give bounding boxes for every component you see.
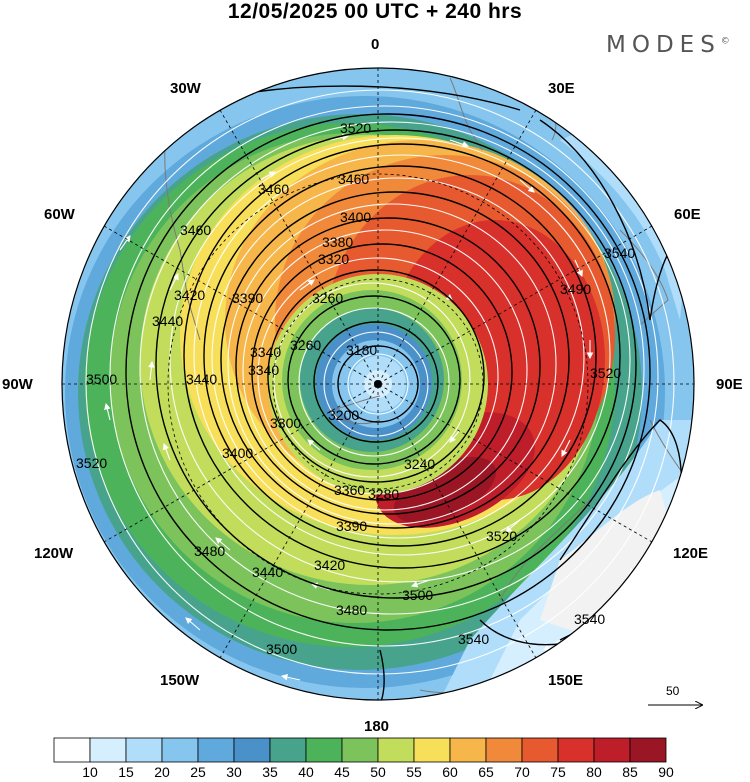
contour-label: 3460: [180, 222, 211, 238]
colorbar-tick-label: 80: [586, 764, 602, 780]
colorbar-tick-label: 70: [514, 764, 530, 780]
contour-label: 3520: [76, 455, 107, 471]
colorbar-tick-label: 85: [622, 764, 638, 780]
contour-label: 3500: [266, 641, 297, 657]
colorbar-swatch: [629, 737, 667, 763]
colorbar-tick-label: 75: [550, 764, 566, 780]
colorbar-swatch: [413, 737, 451, 763]
colorbar: [53, 737, 667, 763]
contour-label: 3240: [404, 456, 435, 472]
contour-label: 3420: [174, 287, 205, 303]
colorbar-tick-label: 35: [262, 764, 278, 780]
colorbar-swatch: [233, 737, 271, 763]
contour-label: 3440: [152, 313, 183, 329]
colorbar-swatch: [485, 737, 523, 763]
contour-label: 3480: [194, 543, 225, 559]
contour-label: 3480: [336, 602, 367, 618]
contour-label: 3280: [368, 486, 399, 502]
contour-label: 3260: [290, 337, 321, 353]
contour-label: 3390: [232, 290, 263, 306]
colorbar-swatch: [521, 737, 559, 763]
contour-label: 3400: [340, 209, 371, 225]
lon-label-180: 180: [364, 718, 390, 735]
contour-label: 3520: [340, 120, 371, 136]
contour-label: 3390: [336, 518, 367, 534]
map-border: [61, 67, 695, 701]
colorbar-tick-label: 20: [154, 764, 170, 780]
colorbar-tick-label: 50: [370, 764, 386, 780]
contour-label: 3440: [186, 371, 217, 387]
contour-label: 3340: [248, 362, 279, 378]
contour-label: 3440: [252, 564, 283, 580]
contour-label: 3520: [590, 365, 621, 381]
contour-label: 3460: [258, 181, 289, 197]
wind-arrows: [104, 133, 641, 681]
colorbar-tick-label: 90: [658, 764, 674, 780]
contour-label: 3320: [318, 251, 349, 267]
contour-label: 3360: [334, 482, 365, 498]
brand-text: MODES: [606, 32, 721, 58]
lon-label-60e: 60E: [674, 206, 701, 223]
pole-marker: [374, 380, 382, 388]
lon-label-90e: 90E: [716, 376, 743, 393]
scale-vector-label: 50: [666, 684, 680, 698]
colorbar-swatch: [161, 737, 199, 763]
contour-label: 3340: [250, 344, 281, 360]
colorbar-swatch: [269, 737, 307, 763]
colorbar-tick-label: 10: [82, 764, 98, 780]
lon-label-120w: 120W: [34, 545, 74, 562]
contour-label: 3540: [458, 631, 489, 647]
colorbar-swatch: [557, 737, 595, 763]
colorbar-swatch: [197, 737, 235, 763]
colorbar-tick-label: 30: [226, 764, 242, 780]
colorbar-tick-label: 60: [442, 764, 458, 780]
contour-label: 3400: [222, 445, 253, 461]
contour-label: 3500: [402, 587, 433, 603]
contour-label: 3180: [346, 342, 377, 358]
colorbar-tick-label: 25: [190, 764, 206, 780]
colorbar-swatch: [377, 737, 415, 763]
colorbar-swatch: [53, 737, 91, 763]
colorbar-swatch: [449, 737, 487, 763]
wind-speed-field: [62, 68, 694, 700]
map-title: 12/05/2025 00 UTC + 240 hrs: [227, 0, 523, 23]
contour-label: 3260: [312, 290, 343, 306]
lon-label-60w: 60W: [44, 206, 75, 223]
contour-label: 3540: [604, 245, 635, 261]
lon-label-30e: 30E: [548, 80, 575, 97]
wind-streamlines: [85, 89, 675, 675]
contour-label: 3300: [270, 415, 301, 431]
contour-label: 3540: [574, 611, 605, 627]
colorbar-tick-label: 15: [118, 764, 134, 780]
contour-label: 3460: [338, 171, 369, 187]
colorbar-tick-label: 45: [334, 764, 350, 780]
lon-label-150e: 150E: [548, 672, 584, 689]
contour-label: 3490: [560, 281, 591, 297]
colorbar-tick-label: 55: [406, 764, 422, 780]
colorbar-tick-label: 65: [478, 764, 494, 780]
brand-mark: ©: [720, 36, 730, 47]
colorbar-swatch: [125, 737, 163, 763]
lon-label-120e: 120E: [673, 545, 709, 562]
lon-label-0: 0: [371, 36, 380, 53]
colorbar-swatch: [305, 737, 343, 763]
contour-label: 3380: [322, 234, 353, 250]
graticule: [62, 68, 694, 700]
lon-label-150w: 150W: [160, 672, 200, 689]
colorbar-tick-label: 40: [298, 764, 314, 780]
brand-logo: MODES©: [606, 32, 730, 58]
contour-label: 3520: [486, 528, 517, 544]
lon-label-90w: 90W: [2, 376, 33, 393]
contour-label: 3420: [314, 557, 345, 573]
lon-label-30w: 30W: [170, 80, 201, 97]
colorbar-swatch: [89, 737, 127, 763]
contour-label: 3500: [86, 371, 117, 387]
colorbar-swatch: [593, 737, 631, 763]
colorbar-swatch: [341, 737, 379, 763]
colorbar-labels: 10 15 20 25 30 35 40 45 50 55 60 65 70 75 80 85 90: [0, 764, 750, 782]
contour-label: 3200: [328, 407, 359, 423]
